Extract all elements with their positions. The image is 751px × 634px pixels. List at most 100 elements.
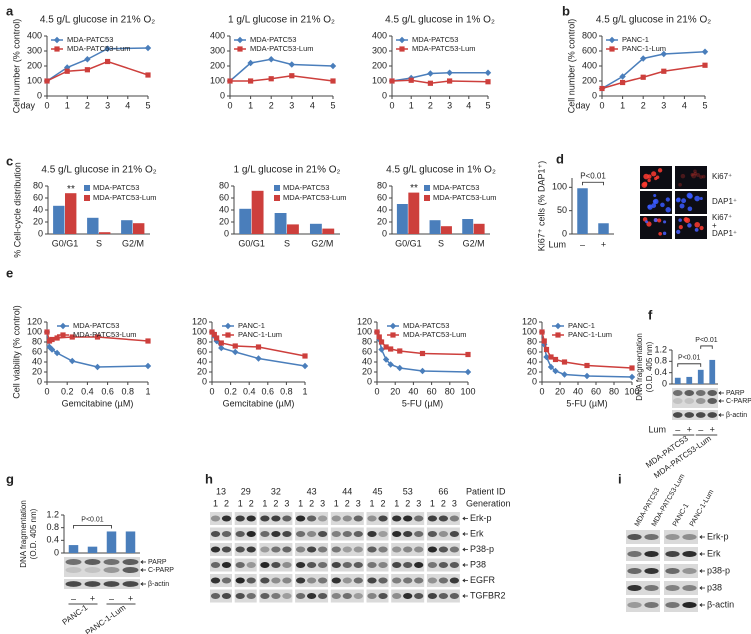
y-tick-label: 0 [54,547,59,557]
x-tick-label: 0 [539,386,544,396]
blot-band [449,593,460,599]
blot-band [392,531,402,537]
y-tick-label: 60 [377,192,387,202]
blot [366,574,389,587]
blot [664,530,698,544]
legend-label: MDA-PATC53-Lum [433,193,496,202]
generation: 2 [249,498,254,508]
blot-band [378,546,388,553]
blot-band [271,546,281,553]
point [145,72,151,78]
blot-band [282,562,292,568]
y-tick-label: 200 [582,75,597,85]
x-tick-label: 60 [427,386,437,396]
patient-id: 13 [216,486,226,496]
blot-label: PARP [148,559,167,566]
generation: 1 [369,498,374,508]
legend-marker [555,332,561,338]
blot-band [84,581,101,587]
bar [99,232,111,234]
point [484,69,492,76]
y-tick-label: 40 [219,204,229,214]
point [69,334,75,340]
blot-band [427,577,438,584]
x-axis-label: Lum [648,424,666,434]
point [408,77,414,83]
legend-label: PANC-1 [568,321,595,330]
point [144,362,152,370]
cell [641,182,648,188]
point [561,371,568,378]
generation: 2 [345,498,350,508]
y-tick-label: 100 [357,326,372,336]
legend-label: MDA-PATC53 [250,35,296,44]
blot-band [627,551,642,557]
blot-band [438,577,449,584]
blot-band [627,602,642,608]
y-tick-label: 0 [220,90,225,100]
y-tick-label: 40 [33,204,43,214]
annotation: ** [410,183,418,194]
x-tick-label: 0 [44,386,49,396]
point [419,367,426,375]
point [218,344,225,352]
cell [655,175,660,180]
point [84,56,91,63]
x-tick-label: 0 [209,386,214,396]
blot-band [221,546,232,553]
cell [662,231,667,236]
cell [645,220,649,224]
blot-band [282,531,292,537]
point [218,340,224,346]
blot-band [295,546,306,553]
y-tick-label: 0.8 [654,356,667,366]
blot-band [672,398,683,404]
x-tick-label: 5 [145,100,150,110]
blot-band [246,593,256,599]
generation: 3 [320,498,325,508]
point [144,44,152,52]
blot-band [210,593,221,599]
blot-band [295,593,306,599]
blot-label: Erk [470,528,484,538]
legend-label: PANC-1-Lum [568,330,612,339]
blot-band [342,577,352,584]
x-tick-label: G2/M [311,238,333,248]
image-label: DAP1⁺ [712,197,737,206]
blot [295,574,329,587]
point [211,331,217,338]
blot [672,410,718,420]
blot-band [682,602,697,608]
x-tick-label: – [71,593,76,603]
point [145,338,151,344]
blot [330,574,364,587]
point [48,346,56,353]
blot-label: Erk [707,548,721,558]
y-axis-label: (O.D. 405 nm) [645,341,654,392]
blot [210,527,232,541]
blot [330,543,364,556]
x-tick-label: 0.2 [224,386,237,396]
y-tick-label: 0 [224,228,229,238]
arrow [699,535,705,539]
cell [701,174,706,179]
blot-band [317,546,328,553]
bar [87,217,99,234]
blot-band [707,390,718,396]
x-tick-label: 20 [390,386,400,396]
legend-label: MDA-PATC53 [283,183,329,192]
y-tick-label: 20 [197,366,207,376]
bar [287,224,299,234]
arrow [140,568,146,572]
blot-band [707,398,718,404]
generation: 1 [334,498,339,508]
cell [665,197,670,202]
blot-band [331,531,341,537]
x-tick-label: 1 [620,100,625,110]
blot [210,589,232,603]
generation: 1 [394,498,399,508]
y-tick-label: 100 [210,75,225,85]
blot-band [644,602,659,608]
blot-band [414,562,424,568]
blot-band [392,546,402,553]
